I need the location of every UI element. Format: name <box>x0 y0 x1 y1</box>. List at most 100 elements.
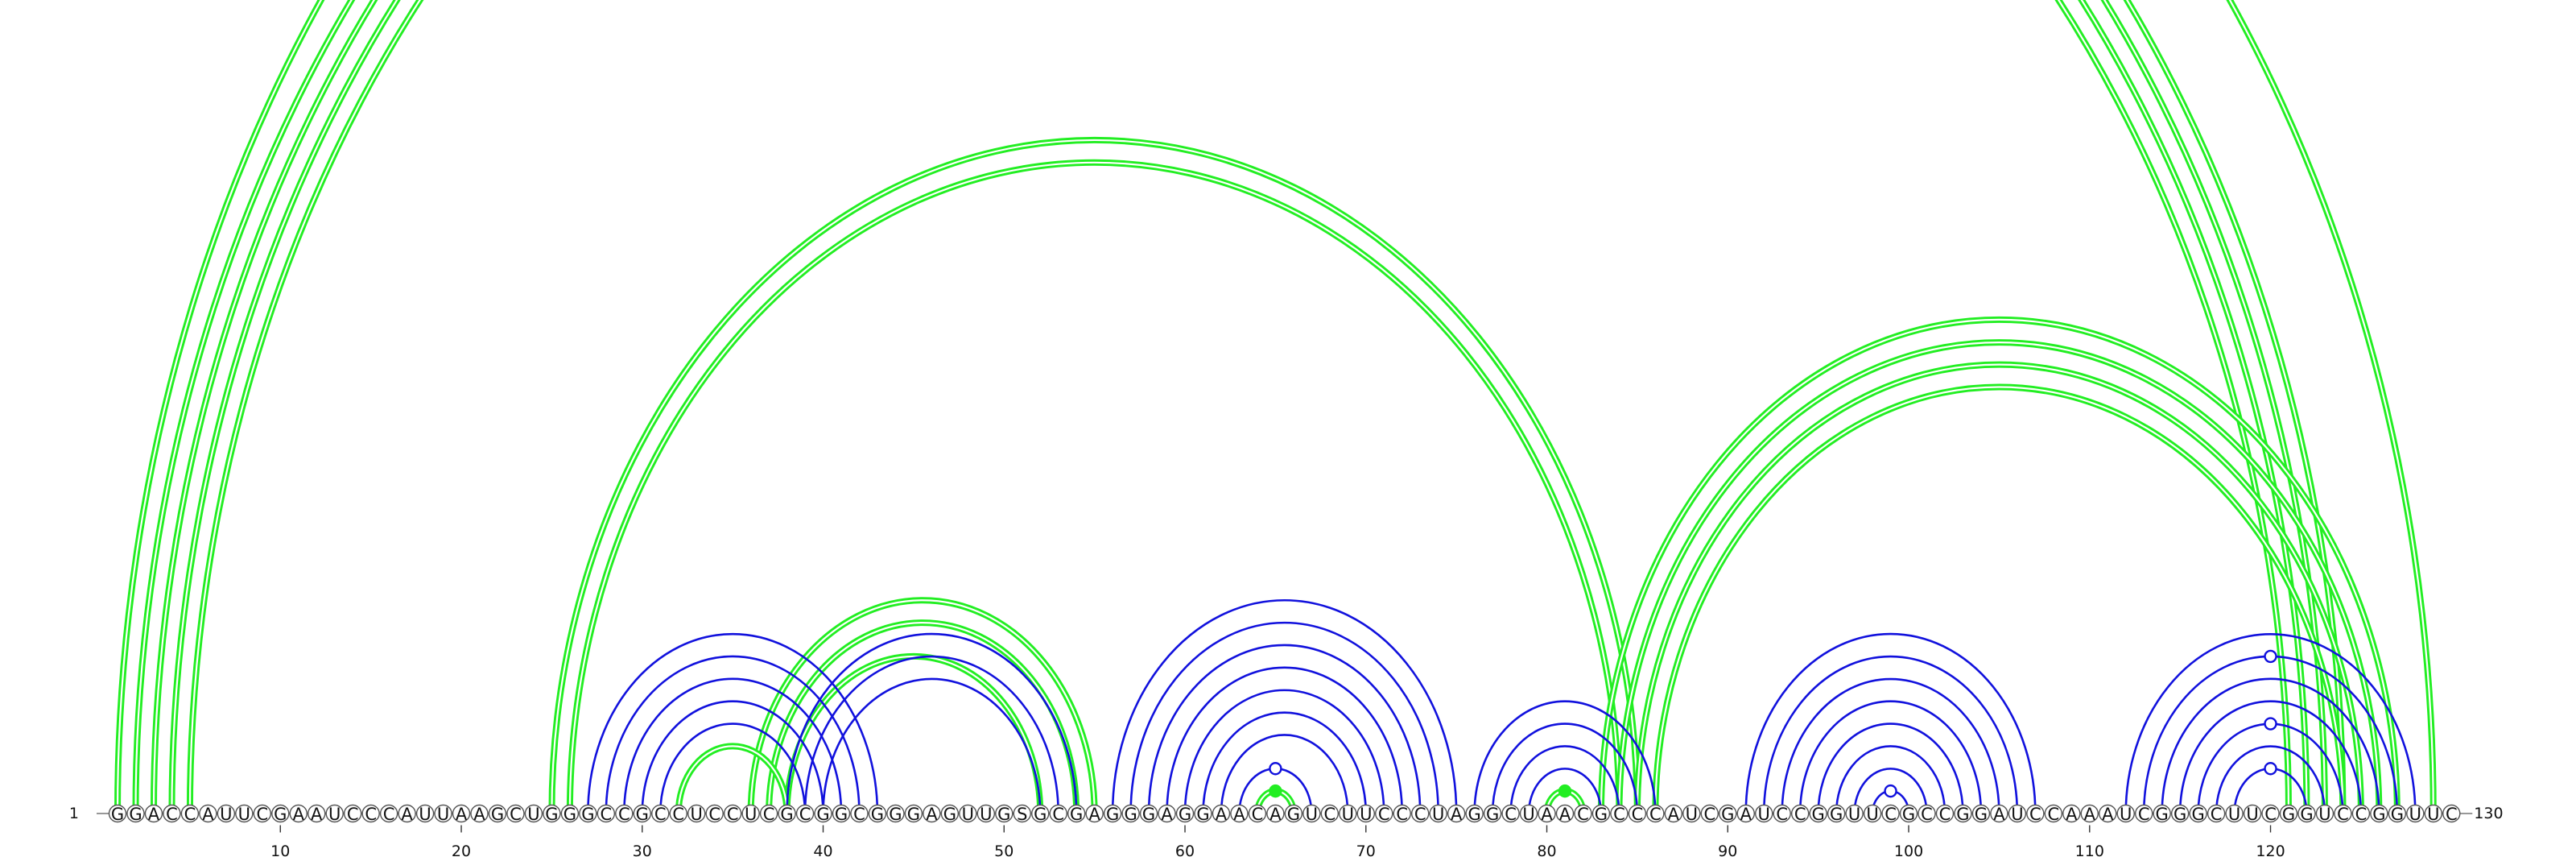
nucleotide-circle <box>1646 804 1665 823</box>
nucleotide-letter: C <box>365 805 377 824</box>
nucleotide-letter: C <box>1396 805 1408 824</box>
nucleotide-113: C <box>2134 804 2153 824</box>
arc-apex-marker-80-82 <box>1558 784 1572 798</box>
arc-92-106 <box>1762 655 2019 815</box>
nucleotide-circle <box>1483 804 1502 823</box>
arc-stroke <box>786 632 1078 815</box>
arc-markers <box>1269 649 2277 798</box>
nucleotide-letter: C <box>2337 805 2349 824</box>
nucleotide-circle <box>615 804 634 823</box>
nucleotide-circle <box>1990 804 2008 823</box>
nucleotide-16: C <box>379 804 398 824</box>
arc-stroke <box>747 597 1098 817</box>
nucleotide-circle <box>361 804 380 823</box>
nucleotide-124: C <box>2334 804 2352 824</box>
nucleotide-45: G <box>904 804 923 824</box>
arc-3-123 <box>150 0 2328 817</box>
nucleotide-letter: A <box>1668 805 1680 824</box>
nucleotide-letter: G <box>1902 805 1915 824</box>
nucleotide-circle <box>253 804 271 823</box>
nucleotide-circle <box>415 804 435 823</box>
nucleotide-letter: C <box>2138 805 2150 824</box>
nucleotide-letter: C <box>618 805 630 824</box>
nucleotide-15: C <box>361 804 380 824</box>
nucleotide-letter: C <box>763 805 775 824</box>
nucleotide-93: C <box>1773 804 1791 824</box>
nucleotide-letter: C <box>1378 805 1390 824</box>
nucleotide-circle <box>723 804 742 823</box>
nucleotide-letter: U <box>1866 805 1878 824</box>
nucleotide-circle <box>1465 804 1484 823</box>
nucleotide-73: C <box>1410 804 1430 824</box>
nucleotide-99: C <box>1881 804 1900 824</box>
nucleotide-4: C <box>163 804 181 824</box>
nucleotide-letter: U <box>1360 805 1372 824</box>
nucleotide-letter: G <box>1179 805 1191 824</box>
nucleotide-65: A <box>1266 804 1285 824</box>
nucleotide-circle <box>2334 804 2352 823</box>
nucleotide-letter: A <box>1740 805 1752 824</box>
arc-56-75 <box>1113 600 1456 814</box>
nucleotide-120: C <box>2261 804 2280 824</box>
arc-39-53 <box>803 655 1059 815</box>
arc-stroke <box>1473 700 1657 815</box>
nucleotide-letter: U <box>2246 805 2258 824</box>
nucleotide-letter: U <box>1758 805 1770 824</box>
nucleotide-circle <box>1845 804 1864 823</box>
nucleotide-letter: C <box>853 805 865 824</box>
base-pair-arcs <box>114 0 2437 817</box>
nucleotide-letter: C <box>2264 805 2277 824</box>
arc-stroke <box>548 136 1641 817</box>
nucleotide-letter: G <box>1956 805 1969 824</box>
nucleotide-62: A <box>1212 804 1231 824</box>
nucleotide-circle <box>597 804 616 823</box>
nucleotide-41: G <box>832 804 851 824</box>
nucleotide-letter: U <box>1342 805 1354 824</box>
nucleotide-circle <box>886 804 905 823</box>
nucleotide-circle <box>2153 804 2171 823</box>
nucleotide-circle <box>669 804 687 823</box>
arc-2-124 <box>132 0 2347 817</box>
position-ticks: 10 20 30 40 50 60 70 80 90 100 110 120 <box>270 825 2285 857</box>
arc-gap <box>677 745 788 815</box>
nucleotide-90: G <box>1719 804 1737 824</box>
nucleotide-129: U <box>2424 804 2443 824</box>
tick-90: 90 <box>1718 825 1737 857</box>
arc-stroke <box>1616 338 2383 817</box>
nucleotide-circle <box>1139 804 1158 823</box>
nucleotide-circle <box>633 804 651 823</box>
nucleotide-106: U <box>2008 804 2027 824</box>
nucleotide-letter: G <box>2372 805 2385 824</box>
nucleotide-83: G <box>1591 804 1611 824</box>
arc-stroke <box>1491 722 1639 815</box>
nucleotide-letter: G <box>1034 805 1046 824</box>
arc-apex-marker-64-66 <box>1269 784 1282 798</box>
nucleotide-39: C <box>795 804 815 824</box>
arc-stroke <box>587 632 879 815</box>
nucleotide-letter: G <box>2300 805 2313 824</box>
nucleotide-125: C <box>2351 804 2371 824</box>
nucleotide-letter: A <box>293 805 305 824</box>
arc-stroke <box>1798 700 1983 815</box>
arc-gap <box>152 0 2326 815</box>
nucleotide-40: G <box>814 804 832 824</box>
arc-stroke <box>1817 722 1964 815</box>
arc-4-122 <box>171 0 2306 814</box>
nucleotide-circle <box>325 804 344 823</box>
nucleotide-letter: G <box>564 805 576 824</box>
arc-stroke <box>1835 745 1946 815</box>
nucleotide-13: U <box>325 804 344 824</box>
nucleotide-11: A <box>289 804 308 824</box>
nucleotide-letter: C <box>383 805 395 824</box>
arc-94-104 <box>1798 700 1983 815</box>
nucleotide-117: C <box>2207 804 2226 824</box>
tick-label: 40 <box>813 843 832 857</box>
nucleotide-letter: U <box>437 805 449 824</box>
arc-1-129 <box>114 0 2437 817</box>
nucleotide-30: G <box>633 804 651 824</box>
nucleotide-letter: C <box>1577 805 1589 824</box>
nucleotide-111: A <box>2099 804 2117 824</box>
arc-97-101 <box>1853 768 1928 815</box>
tick-label: 120 <box>2256 843 2285 857</box>
